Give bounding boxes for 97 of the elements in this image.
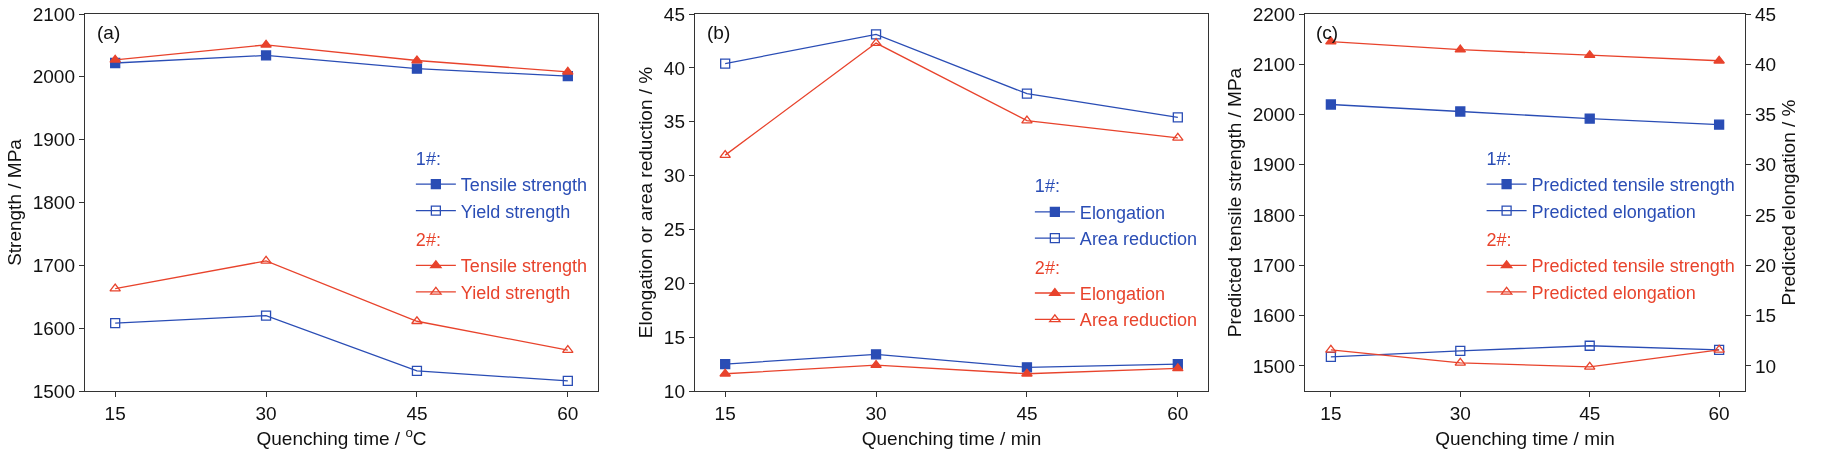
point xyxy=(1021,368,1033,377)
x-axis-title: Quenching time / $^{o}$C xyxy=(256,424,427,449)
point xyxy=(260,310,272,321)
legend-label: Elongation xyxy=(1079,202,1165,223)
point xyxy=(719,149,732,159)
y-axis-title: Predicted tensile strength / MPa xyxy=(1223,67,1245,338)
point xyxy=(720,58,731,69)
y-tick-label: 1800 xyxy=(1252,204,1295,226)
y-tick-label: 1700 xyxy=(32,254,75,276)
x-tick-label: 30 xyxy=(1449,403,1471,424)
point xyxy=(1713,55,1725,64)
point xyxy=(1021,115,1033,124)
y-tick-label: 1600 xyxy=(32,317,75,339)
x-tick-label: 15 xyxy=(104,403,126,424)
point xyxy=(411,316,423,325)
legend-label: Elongation xyxy=(1079,284,1165,305)
y2-tick-label: 30 xyxy=(1755,154,1777,176)
x-tick-label: 60 xyxy=(557,403,579,424)
chart-title: (c) xyxy=(1316,22,1339,43)
y-tick-label: 15 xyxy=(663,326,685,348)
point xyxy=(720,358,731,370)
x-tick-label: 60 xyxy=(1167,403,1189,424)
point xyxy=(260,255,272,264)
annotation: 2#: xyxy=(415,230,441,251)
annotation: 2#: xyxy=(1486,230,1512,251)
y2-tick-label: 35 xyxy=(1755,104,1777,126)
point xyxy=(260,39,272,48)
y-tick-label: 1500 xyxy=(32,380,75,402)
point xyxy=(1713,119,1725,130)
point xyxy=(870,29,882,40)
legend-label: Predicted tensile strength xyxy=(1531,175,1735,196)
point xyxy=(1455,106,1466,117)
legend-label: Yield strength xyxy=(460,282,571,303)
x-tick-label: 30 xyxy=(255,403,277,424)
point xyxy=(870,360,882,369)
y2-tick-label: 15 xyxy=(1755,305,1777,327)
annotation: 1#: xyxy=(1486,148,1512,169)
point xyxy=(110,317,121,329)
y-tick-label: 35 xyxy=(663,111,685,133)
y2-tick-label: 40 xyxy=(1755,53,1777,75)
y-tick-label: 2100 xyxy=(1252,53,1295,75)
annotation: 1#: xyxy=(415,148,441,169)
point xyxy=(411,55,423,64)
y-tick-label: 45 xyxy=(663,3,685,25)
point xyxy=(562,375,573,387)
legend-label: Predicted elongation xyxy=(1531,282,1696,303)
x-tick-label: 45 xyxy=(1579,403,1601,424)
legend-label: Area reduction xyxy=(1079,310,1197,331)
point xyxy=(411,63,423,74)
y-tick-label: 1900 xyxy=(1252,154,1295,176)
x-tick-label: 15 xyxy=(1320,403,1342,424)
y2-tick-label: 25 xyxy=(1755,204,1777,226)
y-tick-label: 1500 xyxy=(1252,355,1295,377)
y-tick-label: 40 xyxy=(663,57,685,79)
y-tick-label: 1700 xyxy=(1252,254,1295,276)
y-tick-label: 1600 xyxy=(1252,305,1295,327)
legend-label: Tensile strength xyxy=(460,175,587,196)
annotation: 1#: xyxy=(1034,176,1060,197)
y2-tick-label: 20 xyxy=(1755,254,1777,276)
chart-title: (b) xyxy=(707,22,731,43)
y2-axis-title: Predicted elongation / % xyxy=(1777,99,1799,306)
y2-tick-label: 10 xyxy=(1755,355,1777,377)
y-tick-label: 10 xyxy=(663,380,685,402)
point xyxy=(411,365,423,377)
y-tick-label: 2100 xyxy=(32,3,75,25)
y-tick-label: 30 xyxy=(663,165,685,187)
y-tick-label: 2200 xyxy=(1252,3,1295,25)
legend-label: Predicted elongation xyxy=(1531,201,1696,222)
y-tick-label: 2000 xyxy=(1252,104,1295,126)
point xyxy=(1584,113,1595,124)
x-tick-label: 30 xyxy=(865,403,887,424)
y2-tick-label: 45 xyxy=(1755,3,1777,25)
point xyxy=(260,50,272,61)
x-axis-title: Quenching time / min xyxy=(1435,427,1615,449)
annotation: 2#: xyxy=(1034,257,1060,278)
y-axis-title: Elongation or area reduction / % xyxy=(634,66,656,339)
legend-label: Yield strength xyxy=(460,201,571,222)
y-tick-label: 1800 xyxy=(32,192,75,214)
y-tick-label: 20 xyxy=(663,272,685,294)
y-tick-label: 25 xyxy=(663,219,685,241)
x-tick-label: 60 xyxy=(1708,403,1730,424)
legend-label: Predicted tensile strength xyxy=(1531,256,1735,277)
legend-label: Tensile strength xyxy=(460,256,587,277)
x-axis-title: Quenching time / min xyxy=(861,427,1042,449)
y-tick-label: 1900 xyxy=(32,129,75,151)
x-tick-label: 45 xyxy=(406,403,428,424)
x-tick-label: 45 xyxy=(1016,403,1038,424)
point xyxy=(1325,99,1337,110)
point xyxy=(1021,88,1033,99)
legend-label: Area reduction xyxy=(1079,229,1197,250)
x-tick-label: 15 xyxy=(714,403,736,424)
point xyxy=(1172,112,1183,123)
point xyxy=(870,349,882,360)
point xyxy=(870,37,882,46)
chart-title: (a) xyxy=(97,22,121,43)
y-tick-label: 2000 xyxy=(32,66,75,88)
y-axis-title: Strength / MPa xyxy=(3,138,25,266)
